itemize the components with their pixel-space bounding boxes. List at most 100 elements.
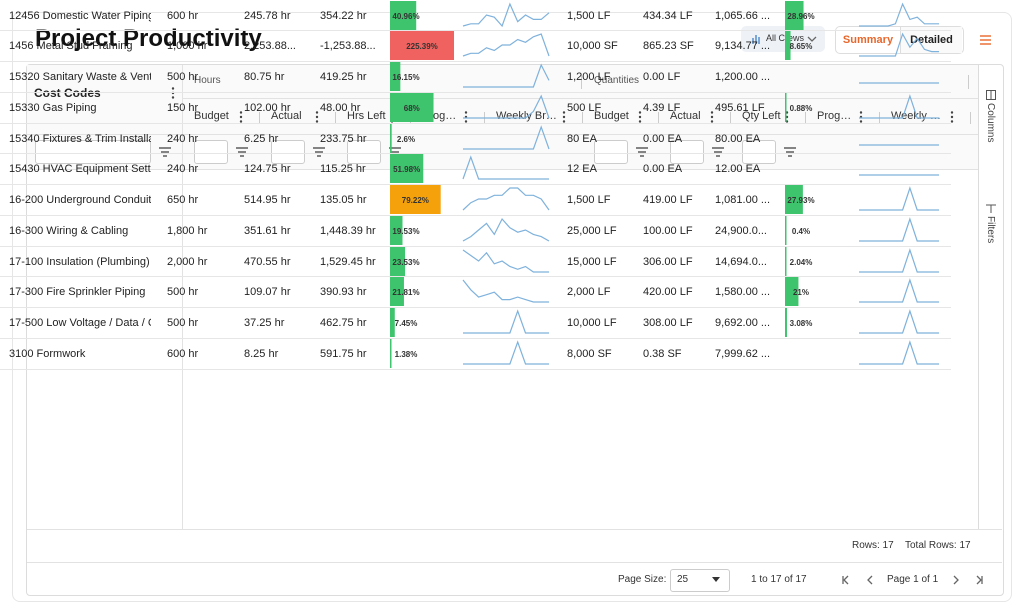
column-menu-button[interactable] [562, 111, 566, 123]
dot [710, 115, 714, 119]
filter-input[interactable] [594, 140, 628, 164]
progress-bar [785, 0, 804, 30]
columns-icon [986, 90, 996, 100]
group-header: Quantities [594, 75, 640, 86]
column-menu-button[interactable] [638, 111, 642, 123]
group-divider [581, 75, 582, 89]
cell: 150 hr [167, 101, 199, 114]
dot [171, 96, 175, 99]
column-separator [259, 112, 260, 124]
filter-button[interactable] [784, 147, 796, 157]
progress-bar [785, 308, 787, 337]
cell: 7,999.62 ... [715, 347, 771, 360]
cell: 15430 HVAC Equipment Setting [9, 163, 151, 176]
sparkline-line [463, 124, 550, 150]
menu-button[interactable] [980, 35, 992, 45]
icon-bar [758, 37, 760, 44]
cell: 12.00 EA [715, 163, 761, 176]
next-page-button[interactable] [952, 575, 960, 585]
progress-label: 16.15% [392, 73, 419, 82]
icon-stroke [867, 575, 873, 585]
progress-label: 28.96% [787, 12, 814, 21]
side-panel-tab[interactable]: Filters [985, 216, 996, 244]
cell: 6.25 hr [244, 132, 279, 145]
filter-button[interactable] [636, 147, 648, 157]
first-page-button[interactable] [842, 575, 850, 585]
filter-input[interactable] [194, 140, 228, 164]
grid-line [27, 529, 1002, 530]
filter-button[interactable] [236, 147, 248, 157]
sparkline-line [859, 278, 939, 303]
crew-filter-chevron[interactable] [807, 35, 817, 45]
progress-label: 21.81% [392, 288, 419, 297]
progress-bar [785, 185, 803, 214]
column-menu-button[interactable] [710, 111, 714, 123]
filter-button[interactable] [712, 147, 724, 157]
column-menu-button[interactable] [950, 111, 954, 123]
sparkline-line [462, 187, 550, 211]
progress-bar [390, 277, 404, 307]
progress-label: 21% [793, 288, 809, 297]
tab-detailed[interactable]: Detailed [901, 27, 962, 53]
filter-input[interactable] [347, 140, 381, 164]
filter-button[interactable] [159, 147, 171, 157]
column-separator [970, 112, 971, 124]
prev-page-button[interactable] [866, 575, 874, 585]
cell: 0.00 LF [643, 71, 681, 83]
tab-summary[interactable]: Summary [842, 34, 894, 46]
filter-button[interactable] [313, 147, 325, 157]
cell: 124.75 hr [244, 163, 291, 176]
column-menu-button[interactable] [239, 111, 243, 123]
filter-input[interactable] [670, 140, 704, 164]
progress-bar [390, 154, 424, 184]
progress-cell: 21% [785, 277, 809, 307]
last-page-button[interactable] [975, 575, 983, 585]
cell: 865.23 SF [643, 40, 694, 53]
cell: 4.39 LF [643, 101, 681, 114]
progress-bar [390, 308, 395, 337]
side-panel-border [978, 65, 979, 529]
page-size-select[interactable] [670, 569, 730, 592]
crew-icon [752, 35, 760, 44]
cell: 470.55 hr [244, 255, 291, 268]
cell: 245.78 hr [244, 9, 291, 22]
column-separator [582, 112, 583, 124]
sparkline-line [859, 32, 939, 57]
sparkline-line [463, 339, 549, 365]
dot [950, 111, 954, 114]
cell: 1,500 LF [567, 194, 611, 206]
progress-cell: 16.15% [390, 62, 420, 91]
filter-input[interactable] [271, 140, 305, 164]
filter-input[interactable] [742, 140, 776, 164]
side-panel-tab[interactable]: Columns [985, 103, 996, 143]
sparkline-line [462, 279, 549, 303]
cell: 500 hr [167, 286, 199, 299]
cell: 500 hr [167, 317, 199, 329]
cell: 48.00 hr [320, 101, 361, 114]
cell: 600 hr [167, 9, 199, 22]
cell: 8.25 hr [244, 347, 279, 360]
progress-label: 225.39% [406, 42, 438, 51]
cell: 1,081.00 ... [715, 194, 771, 206]
page-size-label: Page Size: [618, 574, 667, 585]
cell: 16-300 Wiring & Cabling [9, 224, 129, 237]
grid-row: 15330 Gas Piping 150 hr 102.00 hr 48.00 hr 6… [0, 92, 951, 124]
sparkline [859, 247, 939, 273]
cell: 109.07 hr [244, 286, 291, 299]
cell: 0.00 EA [643, 132, 683, 145]
cell: 240 hr [167, 163, 199, 176]
cell: 135.05 hr [320, 194, 367, 206]
column-menu-button[interactable] [315, 111, 319, 123]
status-rows: Rows: 17 [852, 540, 894, 551]
filter-input[interactable] [35, 140, 151, 164]
column-header: Hrs Left [347, 110, 386, 122]
progress-label: 7.45% [395, 319, 418, 328]
sparkline [463, 339, 549, 365]
grid-row: 1456 Metal Stud Framing 1,000 hr 2,253.88.… [0, 30, 951, 62]
column-header: Actual [271, 110, 302, 122]
group-header: Hours [194, 75, 221, 86]
cell: 514.95 hr [244, 194, 291, 206]
column-divider [182, 65, 183, 529]
cell: 419.25 hr [320, 71, 367, 83]
dot [638, 120, 642, 123]
